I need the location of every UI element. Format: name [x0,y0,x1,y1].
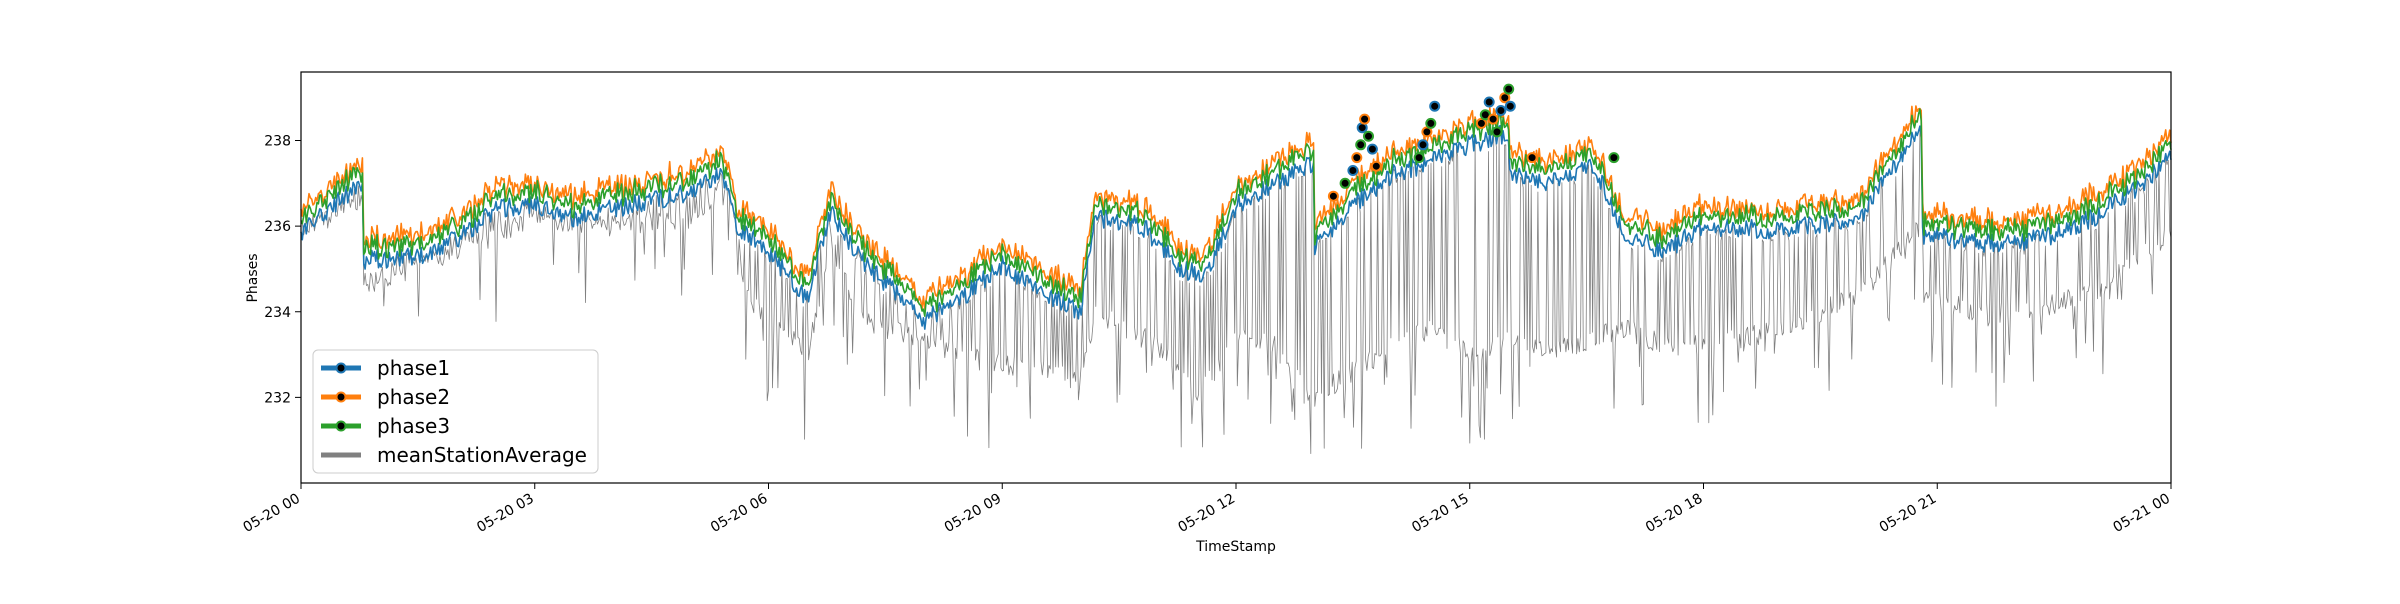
legend-marker-phase1 [335,362,347,374]
legend-marker-phase2 [335,391,347,403]
series-line-phase3 [300,108,2172,317]
outlier-marker [1413,152,1425,164]
outlier-marker [1503,83,1515,95]
legend-box [312,349,599,474]
outlier-marker [1359,113,1371,125]
outlier-marker [1475,117,1487,129]
outlier-marker [1526,152,1538,164]
legend-marker-phase3 [335,420,347,432]
series-line-phase2 [300,105,2172,311]
outlier-marker [1351,152,1363,164]
legend: phase1 phase2 phase3 meanStationAverage [312,349,599,474]
outlier-marker-layer [1327,83,1620,202]
y-tick-label: 232 [264,390,291,406]
outlier-marker [1347,165,1359,176]
outlier-marker [1327,190,1339,202]
legend-label-meanStationAverage: meanStationAverage [377,443,587,467]
y-tick-label: 236 [264,219,291,235]
y-tick-label: 234 [264,305,291,321]
legend-label-phase3: phase3 [377,414,450,438]
outlier-marker [1608,152,1620,164]
outlier-marker [1366,143,1378,155]
series-layer [300,105,2172,455]
y-axis-label: Phases [245,253,261,302]
outlier-marker [1425,117,1437,129]
outlier-marker [1487,113,1499,125]
legend-label-phase2: phase2 [377,385,450,409]
x-axis-label: TimeStamp [1195,539,1276,555]
outlier-marker [1355,139,1367,151]
outlier-marker [1417,139,1429,151]
y-tick-label: 238 [264,134,291,150]
outlier-marker [1363,130,1374,142]
legend-label-phase1: phase1 [377,356,450,380]
outlier-marker [1483,96,1495,108]
outlier-marker [1499,92,1511,104]
outlier-marker [1356,122,1368,134]
series-line-phase1 [300,125,2172,330]
outlier-marker [1491,126,1503,138]
outlier-marker [1339,177,1351,189]
outlier-marker [1370,160,1382,172]
y-axis: 232 234 236 238 [264,134,301,406]
outlier-marker [1504,100,1516,112]
outlier-marker [1429,100,1441,112]
outlier-marker [1495,105,1507,116]
outlier-marker [1421,126,1433,138]
